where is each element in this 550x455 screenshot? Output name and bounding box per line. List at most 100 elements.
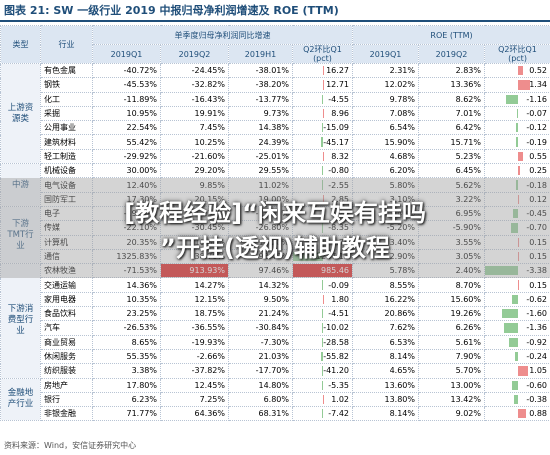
cell-value: 12.71	[326, 80, 349, 90]
data-bar	[321, 123, 323, 133]
cell-value: 0.55	[529, 151, 548, 161]
table-row: 交通运输 14.36% 14.27% 14.32% -0.09 8.55% 8.70% 0.1…	[1, 277, 550, 293]
cell: -0.62	[483, 291, 550, 308]
cell-value: 7.20	[331, 209, 349, 219]
cell: 0.25	[483, 163, 550, 179]
cell: -13.77%	[228, 91, 293, 107]
data-bar	[321, 166, 323, 176]
industry: 传媒	[40, 220, 93, 236]
cell: -16.43%	[160, 91, 229, 107]
data-bar	[511, 294, 518, 305]
cell: 21.24%	[228, 306, 293, 322]
cell: 1.05	[483, 363, 550, 379]
cell: -0.38	[483, 391, 550, 408]
cell: -0.80	[292, 163, 353, 179]
cell: 15.90%	[352, 134, 419, 150]
industry: 钢铁	[40, 77, 93, 93]
cell: 13.80%	[352, 391, 419, 408]
table-row: 中游 机械设备 30.00% 29.20% 29.55% -0.80 6.20% 6.45% 0…	[0, 163, 550, 207]
cell: -17.70%	[228, 363, 293, 379]
data-bar	[322, 194, 324, 204]
cell-value: -0.24	[526, 352, 548, 362]
table-row: 公用事业 22.54% 7.45% 14.38% -15.09 6.54% 6.42% -0.…	[1, 120, 550, 136]
industry: 食品饮料	[40, 306, 93, 322]
header: 2019Q1	[92, 44, 161, 64]
cell: 30.00%	[92, 163, 161, 179]
industry: 银行	[40, 391, 93, 408]
cell: -0.92	[483, 334, 550, 350]
cell: 2.83%	[418, 62, 485, 79]
cell: 16.22%	[352, 291, 419, 308]
cell: -24.45%	[160, 62, 229, 79]
header: 2019Q2	[160, 44, 229, 64]
cell: 24.39%	[228, 134, 293, 150]
data-bar	[321, 309, 323, 319]
cell: 55.35%	[92, 348, 161, 365]
cell-value: -15.09	[323, 123, 349, 133]
cell: -1287.13	[292, 248, 353, 265]
data-bar	[322, 208, 324, 219]
cell: -37.82%	[160, 363, 229, 379]
table-row: 计算机 20.35% 10.60% 14.20% -9.75 3.40% 3.55% 0.15	[1, 234, 550, 250]
cell-value: -0.60	[526, 380, 548, 390]
cell-value: -28.58	[323, 337, 349, 347]
cell: 1.02	[292, 391, 353, 408]
industry: 有色金属	[40, 62, 93, 79]
industry: 休闲服务	[40, 348, 93, 365]
header: 单季度归母净利润同比增速	[92, 25, 353, 45]
table-row: 食品饮料 23.25% 18.75% 21.24% -4.51 20.86% 19.26% -…	[1, 306, 550, 322]
data-bar	[510, 223, 518, 233]
cell: 14.27%	[160, 277, 229, 293]
cell: -15.09	[292, 120, 353, 136]
data-bar	[516, 108, 518, 119]
cell: -41.20	[292, 363, 353, 379]
cell-value: 0.12	[529, 194, 548, 204]
cell-value: -0.62	[526, 294, 548, 304]
cell-value: 16.27	[326, 66, 349, 76]
cell: 14.36%	[92, 277, 161, 293]
data-bar	[322, 80, 324, 90]
cell: 4.68%	[352, 148, 419, 165]
cell: -2.66%	[160, 348, 229, 365]
cell: 18.75%	[160, 306, 229, 322]
cell-value: -0.07	[526, 109, 548, 119]
cell: 5.61%	[418, 334, 485, 350]
table-row: 下游消费型行业 农林牧渔 -71.53% 913.93% 97.46% 985.46 5.7…	[0, 263, 550, 379]
table-row: 非银金融 71.77% 64.36% 68.31% -7.42 8.14% 9.02% 0.8…	[1, 406, 550, 422]
cell: 0.52	[483, 62, 550, 79]
cell: 6.54%	[352, 120, 419, 136]
cell: -1.36	[483, 320, 550, 336]
cell: 8.70%	[418, 277, 485, 293]
cell: 12.40%	[92, 177, 161, 193]
cell-value: -0.70	[526, 223, 548, 233]
cell-value: -0.80	[328, 166, 349, 176]
cell: 9.78%	[352, 91, 419, 107]
cell: -0.70	[483, 220, 550, 236]
data-bar	[506, 94, 518, 104]
data-bar	[511, 380, 518, 390]
cell: 23.25%	[92, 306, 161, 322]
table-row: 商业贸易 8.65% -19.93% -7.30% -28.58 6.53% 5.61% -0…	[1, 334, 550, 350]
cell-value: 8.96	[331, 109, 349, 119]
data-bar	[502, 309, 518, 319]
data-bar	[513, 394, 518, 405]
cell: -4.51	[292, 306, 353, 322]
cell: 13.42%	[418, 391, 485, 408]
cell: 19.00%	[228, 191, 293, 207]
cell-value: -1287.13	[313, 252, 349, 261]
cell: 0.55	[483, 148, 550, 165]
data-bar	[517, 194, 519, 204]
cell-value: 1.80	[331, 294, 349, 304]
table-row: 电气设备 12.40% 9.85% 11.02% -2.55 5.80% 5.62% -0.1…	[1, 177, 550, 193]
cell: -7.42	[292, 406, 353, 422]
data-bar	[321, 137, 323, 147]
table-row: 金融地产行业 房地产 17.80% 12.45% 14.80% -5.35 13.60% 13…	[0, 377, 550, 422]
cell: -0.19	[483, 134, 550, 150]
cell: 13.00%	[418, 377, 485, 393]
cell: 29.55%	[228, 163, 293, 179]
cell: -40.72%	[92, 62, 161, 79]
cell-value: -4.51	[328, 309, 349, 319]
cell: -7.30%	[228, 334, 293, 350]
data-bar	[504, 323, 518, 333]
cell: 13.60%	[352, 377, 419, 393]
